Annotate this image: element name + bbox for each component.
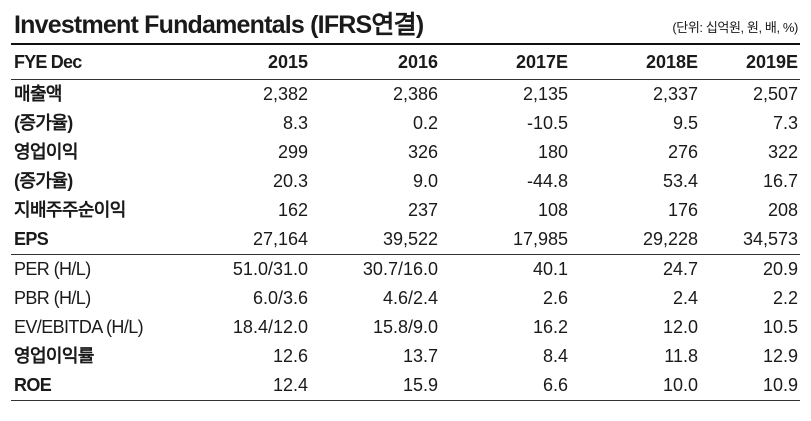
table-row: ROE 12.4 15.9 6.6 10.0 10.9 [11,371,800,400]
table-cell: 8.4 [542,346,568,366]
table-cell: -44.8 [526,171,568,191]
row-label: PER (H/L) [11,254,197,284]
table-row: 매출액 2,382 2,386 2,135 2,337 2,507 [11,79,800,109]
table-title: Investment Fundamentals (IFRS연결) [14,11,424,39]
table-cell: 10.0 [662,375,698,395]
header-year: 2018E [645,52,698,72]
table-cell: 2,337 [570,79,700,109]
table-cell: 34,573 [742,229,798,249]
table-cell: 9.0 [412,171,438,191]
table-cell: 13.7 [402,346,438,366]
table-cell: 208 [767,200,798,220]
table-cell: 53.4 [662,171,698,191]
title-bar: Investment Fundamentals (IFRS연결) (단위: 십억… [11,0,800,40]
header-label: FYE Dec [14,52,82,72]
table-cell: 6.0/3.6 [252,288,308,308]
table-row: (증가율) 8.3 0.2 -10.5 9.5 7.3 [11,109,800,138]
unit-note: (단위: 십억원, 원, 배, %) [672,20,798,35]
top-rule [11,43,800,45]
table-cell: 8.3 [282,113,308,133]
fundamentals-table: FYE Dec 2015 2016 2017E 2018E 2019E 매출액 … [11,45,800,400]
row-label: (증가율) [14,171,73,191]
table-cell: 0.2 [412,113,438,133]
table-cell: 12.9 [762,346,798,366]
header-year: 2017E [515,52,568,72]
row-label: ROE [14,375,52,395]
table-cell: 108 [537,200,568,220]
table-cell: 176 [667,200,698,220]
header-row: FYE Dec 2015 2016 2017E 2018E 2019E [11,45,800,80]
table-cell: 2.4 [672,288,698,308]
table-cell: 2,135 [440,79,570,109]
table-cell: 15.9 [402,375,438,395]
bottom-rule [11,400,800,401]
table-cell: 11.8 [664,346,698,366]
table-row: PER (H/L) 51.0/31.0 30.7/16.0 40.1 24.7 … [11,254,800,284]
row-label: 영업이익률 [14,346,94,366]
table-cell: 51.0/31.0 [197,254,310,284]
table-cell: 180 [537,142,568,162]
table-cell: 9.5 [672,113,698,133]
table-row: EV/EBITDA (H/L) 18.4/12.0 15.8/9.0 16.2 … [11,313,800,342]
table-cell: 2,507 [700,79,800,109]
table-cell: 4.6/2.4 [382,288,438,308]
row-label: 지배주주순이익 [14,200,126,220]
table-row: EPS 27,164 39,522 17,985 29,228 34,573 [11,225,800,255]
table-row: PBR (H/L) 6.0/3.6 4.6/2.4 2.6 2.4 2.2 [11,284,800,313]
table-cell: 16.2 [532,317,568,337]
table-row: 영업이익률 12.6 13.7 8.4 11.8 12.9 [11,342,800,371]
row-label: EPS [14,229,49,249]
table-cell: 322 [767,142,798,162]
table-cell: 18.4/12.0 [232,317,308,337]
table-cell: 326 [407,142,438,162]
table-cell: 2,386 [310,79,440,109]
table-row: (증가율) 20.3 9.0 -44.8 53.4 16.7 [11,167,800,196]
table-cell: 6.6 [542,375,568,395]
table-cell: 10.5 [762,317,798,337]
table-cell: 30.7/16.0 [310,254,440,284]
row-label: 매출액 [11,79,197,109]
table-row: 영업이익 299 326 180 276 322 [11,138,800,167]
table-cell: 12.6 [272,346,308,366]
table-row: 지배주주순이익 162 237 108 176 208 [11,196,800,225]
table-cell: -10.5 [526,113,568,133]
table-cell: 40.1 [440,254,570,284]
header-year: 2016 [397,52,438,72]
table-cell: 29,228 [642,229,698,249]
table-cell: 162 [277,200,308,220]
row-label: PBR (H/L) [14,288,91,308]
table-cell: 20.3 [272,171,308,191]
table-cell: 2.6 [542,288,568,308]
table-cell: 39,522 [382,229,438,249]
table-cell: 2,382 [197,79,310,109]
table-cell: 12.0 [662,317,698,337]
table-cell: 299 [277,142,308,162]
table-cell: 24.7 [570,254,700,284]
row-label: EV/EBITDA (H/L) [14,317,144,337]
row-label: 영업이익 [14,142,78,162]
table-cell: 16.7 [762,171,798,191]
table-cell: 17,985 [512,229,568,249]
table-cell: 276 [667,142,698,162]
table-cell: 12.4 [272,375,308,395]
table-cell: 15.8/9.0 [372,317,438,337]
table-cell: 10.9 [762,375,798,395]
table-cell: 7.3 [772,113,798,133]
table-cell: 27,164 [252,229,308,249]
table-cell: 20.9 [700,254,800,284]
header-year: 2019E [745,52,798,72]
row-label: (증가율) [14,113,73,133]
header-year: 2015 [267,52,308,72]
table-cell: 2.2 [772,288,798,308]
table-cell: 237 [407,200,438,220]
